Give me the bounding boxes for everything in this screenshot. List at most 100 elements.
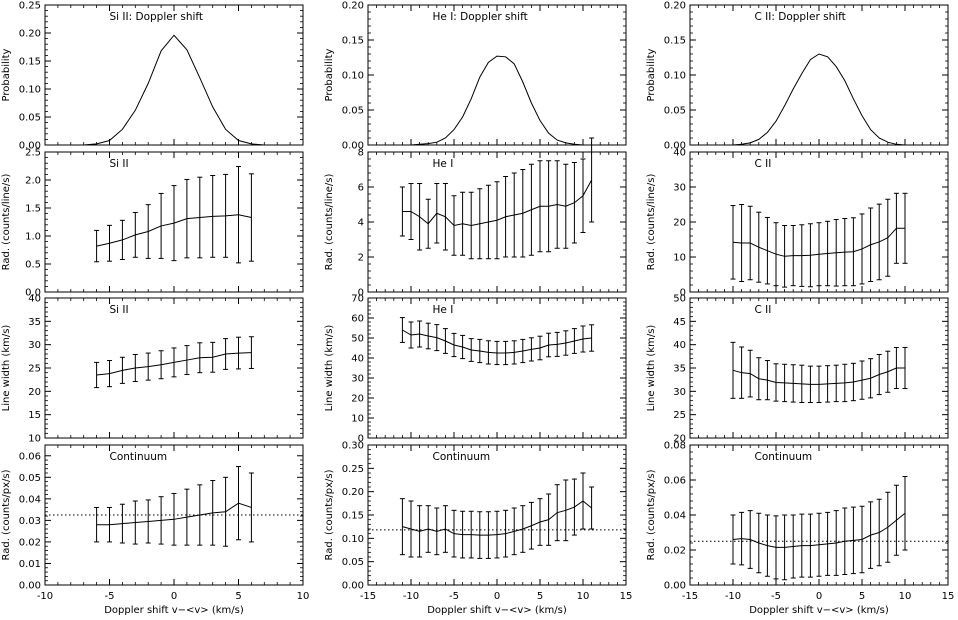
y-tick-label: 0.20: [664, 1, 686, 12]
series-line: [732, 53, 906, 146]
y-tick-label: 0.04: [664, 511, 686, 522]
series-line: [732, 367, 905, 385]
y-tick-label: 10: [28, 434, 41, 445]
y-tick-label: 25: [673, 410, 686, 421]
x-tick-label: -15: [360, 591, 376, 602]
y-axis-label: Line width (km/s): [646, 325, 657, 412]
y-tick-label: 0.00: [664, 581, 686, 592]
y-tick-label: 0.06: [664, 476, 686, 487]
x-tick-label: -5: [449, 591, 459, 602]
y-axis-label: Rad. (counts/px/s): [1, 469, 12, 560]
x-tick-label: 5: [235, 591, 241, 602]
chart-panel-4: 0.0 0.5 1.0 1.5 2.0 2.5 Rad. (counts/line/s) Si…: [1, 148, 304, 299]
panel-title: C II: [755, 304, 772, 316]
y-tick-label: 35: [673, 364, 686, 375]
x-tick-label: -10: [37, 591, 53, 602]
x-tick-label: 15: [620, 591, 633, 602]
series-line: [402, 329, 592, 354]
chart-panel-6: 0 10 20 30 40 Rad. (counts/line/s) C II: [646, 148, 949, 299]
y-tick-label: 0.0: [25, 288, 41, 299]
y-axis-label: Rad. (counts/line/s): [324, 174, 335, 271]
y-tick-label: 0.00: [19, 581, 41, 592]
y-tick-label: 0.05: [19, 473, 41, 484]
y-tick-label: 20: [28, 387, 41, 398]
y-tick-label: 0: [680, 288, 686, 299]
series-line: [732, 512, 906, 548]
plot-frame: [367, 297, 627, 439]
x-tick-label: -15: [682, 591, 698, 602]
y-tick-label: 1.0: [25, 232, 41, 243]
panel-title: He I: Doppler shift: [433, 11, 528, 23]
y-tick-label: 10: [673, 253, 686, 264]
y-tick-label: 45: [673, 317, 686, 328]
panel-title: Si II: [110, 158, 129, 170]
plot-frame: [689, 4, 949, 146]
chart-panel-3: 0.00 0.05 0.10 0.15 0.20 Probability C II: Dop…: [646, 1, 949, 152]
chart-panel-11: -15 -10 -5 0 5 10 15 0.00 0.05 0.10 0.15 0.20 0.25 0.…: [324, 441, 632, 617]
y-tick-label: 40: [351, 354, 364, 365]
y-tick-label: 20: [351, 394, 364, 405]
x-tick-label: -10: [403, 591, 419, 602]
series-line: [96, 352, 252, 376]
y-tick-label: 0.5: [25, 260, 41, 271]
x-axis-label: Doppler shift v−<v> (km/s): [749, 605, 889, 616]
y-tick-label: 0.00: [664, 141, 686, 152]
y-axis-label: Rad. (counts/px/s): [646, 469, 657, 560]
chart-panel-2: 0.00 0.05 0.10 0.15 0.20 Probability He I: Dop…: [324, 1, 627, 152]
x-tick-label: -5: [105, 591, 115, 602]
y-tick-label: 50: [673, 294, 686, 305]
chart-panel-1: 0.00 0.05 0.10 0.15 0.20 0.25 Probability Si II…: [1, 1, 304, 152]
x-tick-label: 0: [494, 591, 500, 602]
y-tick-label: 20: [673, 218, 686, 229]
y-axis-label: Line width (km/s): [324, 325, 335, 412]
x-axis-label: Doppler shift v−<v> (km/s): [427, 605, 567, 616]
series-line: [732, 227, 905, 257]
x-tick-label: -10: [725, 591, 741, 602]
x-tick-label: 10: [577, 591, 590, 602]
y-tick-label: 1.5: [25, 204, 41, 215]
y-axis-label: Rad. (counts/line/s): [646, 174, 657, 271]
y-tick-label: 0.20: [342, 487, 364, 498]
x-tick-label: 15: [942, 591, 955, 602]
y-tick-label: 0.05: [342, 106, 364, 117]
y-tick-label: 2.0: [25, 176, 41, 187]
y-axis-label: Line width (km/s): [1, 325, 12, 412]
y-tick-label: 0.03: [19, 516, 41, 527]
y-tick-label: 25: [28, 364, 41, 375]
y-tick-label: 30: [673, 387, 686, 398]
y-tick-label: 70: [351, 294, 364, 305]
y-tick-label: 0.00: [342, 581, 364, 592]
panel-title: He I: [433, 304, 454, 316]
y-tick-label: 30: [351, 374, 364, 385]
y-tick-label: 0.10: [19, 85, 41, 96]
x-tick-label: 5: [537, 591, 543, 602]
x-tick-label: 0: [171, 591, 177, 602]
y-tick-label: 0.25: [342, 464, 364, 475]
y-tick-label: 0.04: [19, 494, 41, 505]
y-axis-label: Probability: [1, 48, 12, 101]
panel-title: Si II: Doppler shift: [110, 11, 204, 23]
plot-frame: [44, 4, 304, 146]
chart-panel-10: -10 -5 0 5 10 0.00 0.01 0.02 0.03 0.04 0.05 0.06 Rad…: [1, 444, 309, 616]
y-tick-label: 2.5: [25, 148, 41, 159]
y-tick-label: 6: [358, 183, 364, 194]
y-axis-label: Rad. (counts/px/s): [324, 469, 335, 560]
series-line: [402, 179, 593, 227]
x-tick-label: 0: [816, 591, 822, 602]
y-tick-label: 0: [358, 434, 364, 445]
y-tick-label: 0.25: [19, 1, 41, 12]
y-tick-label: 0.30: [342, 441, 364, 452]
y-tick-label: 30: [673, 183, 686, 194]
x-tick-label: 10: [899, 591, 912, 602]
y-tick-label: 0.10: [342, 71, 364, 82]
chart-panel-7: 10 15 20 25 30 35 40 Line width (km/s) Si II: [1, 294, 304, 445]
y-tick-label: 0.05: [342, 557, 364, 568]
y-tick-label: 4: [358, 218, 364, 229]
y-tick-label: 20: [673, 434, 686, 445]
y-tick-label: 50: [351, 334, 364, 345]
y-tick-label: 0: [358, 288, 364, 299]
series-line: [83, 34, 265, 146]
plot-frame: [367, 4, 627, 146]
y-axis-label: Probability: [646, 48, 657, 101]
